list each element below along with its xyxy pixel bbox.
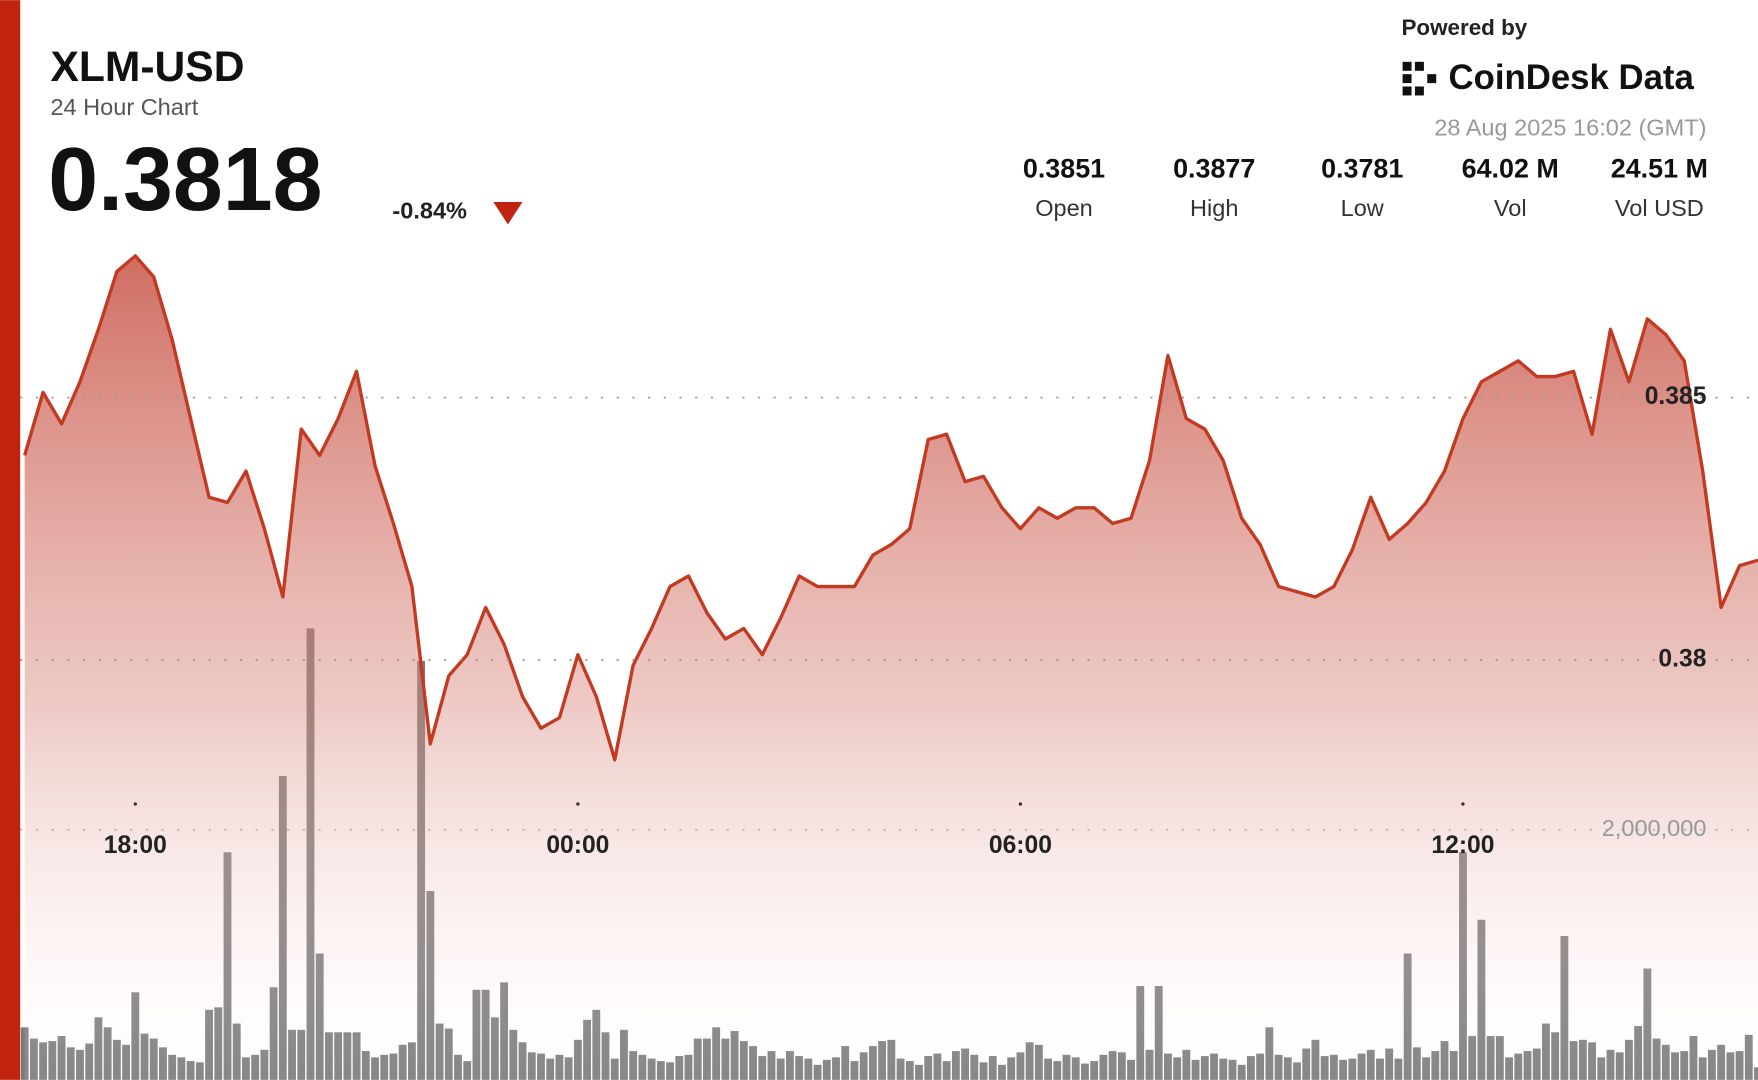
price: 0.3818 xyxy=(48,130,322,230)
brand: CoinDesk Data xyxy=(1449,59,1695,97)
stat-label: Low xyxy=(1341,195,1385,221)
plot: 0.38 0.385 2,000,000 18:00 00:00 06:00 12:00 xyxy=(20,254,1758,1080)
y-tick-label: 0.38 xyxy=(1658,646,1706,673)
accent-bar xyxy=(0,0,21,1080)
x-tick-mark xyxy=(576,802,580,806)
x-tick-mark xyxy=(1018,802,1023,806)
y-tick-label: 0.385 xyxy=(1645,383,1707,410)
x-tick-label: 06:00 xyxy=(989,832,1052,859)
x-tick-mark xyxy=(133,802,137,806)
stat-label: Vol xyxy=(1494,195,1527,221)
price-line xyxy=(23,254,1758,762)
x-tick-label: 00:00 xyxy=(546,832,609,859)
x-tick-label: 12:00 xyxy=(1431,832,1494,859)
stat-value: 0.3877 xyxy=(1173,154,1255,184)
x-tick-label: 18:00 xyxy=(104,832,167,859)
stat-value: 0.3781 xyxy=(1321,154,1403,184)
logo-icon xyxy=(1402,61,1437,96)
stat-label: High xyxy=(1190,195,1238,221)
stat-value: 0.3851 xyxy=(1023,154,1105,184)
down-arrow xyxy=(493,201,523,225)
stats: 0.3851 Open 0.3877 High 0.3781 Low 64.02 M Vol 2… xyxy=(1023,154,1708,221)
price-area xyxy=(24,255,1758,1080)
symbol: XLM-USD xyxy=(50,43,244,91)
stat-value: 24.51 M xyxy=(1611,154,1708,184)
stat-value: 64.02 M xyxy=(1462,154,1559,184)
subtitle: 24 Hour Chart xyxy=(50,94,198,120)
change: -0.84% xyxy=(392,197,467,223)
timestamp: 28 Aug 2025 16:02 (GMT) xyxy=(1434,114,1706,140)
powered-by: Powered by xyxy=(1401,15,1527,40)
stat-label: Open xyxy=(1035,195,1093,221)
x-tick-mark xyxy=(1461,802,1465,806)
stat-label: Vol USD xyxy=(1615,195,1704,221)
y2-tick-label: 2,000,000 xyxy=(1602,815,1707,841)
